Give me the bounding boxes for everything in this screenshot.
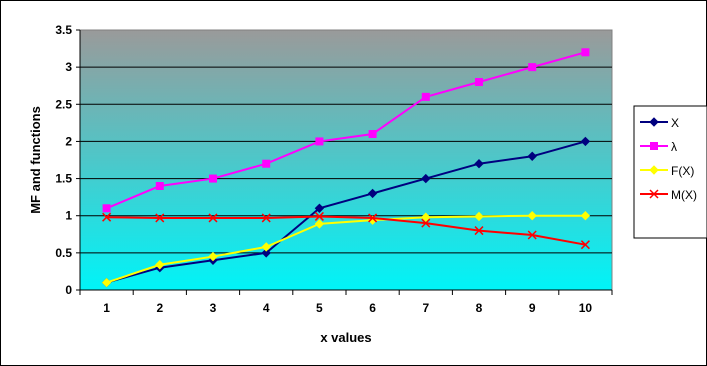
data-point — [527, 230, 537, 240]
data-point — [421, 173, 431, 184]
x-tick-label: 5 — [316, 301, 323, 315]
data-point — [314, 219, 325, 229]
data-point — [155, 260, 165, 270]
gridlines — [80, 66, 612, 254]
data-point — [475, 78, 483, 86]
y-axis-ticks: 0 0.5 1 1.5 2 2.5 3 3.5 — [55, 23, 81, 297]
data-point — [474, 226, 484, 236]
x-tick-label: 1 — [103, 301, 110, 315]
y-tick-label: 1.5 — [55, 172, 72, 186]
legend-marker — [649, 117, 659, 127]
data-point — [421, 212, 431, 222]
y-tick-label: 3.5 — [55, 23, 72, 37]
data-point — [314, 203, 325, 213]
y-tick-label: 3 — [65, 60, 72, 74]
data-point — [581, 48, 590, 57]
data-point — [368, 130, 377, 138]
legend-item: F(X) — [640, 164, 694, 178]
data-point — [262, 159, 271, 168]
data-point — [261, 242, 271, 252]
data-point — [102, 204, 111, 213]
x-tick-label: 2 — [156, 301, 163, 315]
data-point — [102, 212, 112, 222]
data-point — [527, 211, 537, 221]
data-point — [580, 136, 591, 147]
data-point — [155, 182, 164, 190]
legend-item: X — [640, 116, 679, 130]
legend-item: λ — [640, 140, 677, 154]
x-tick-label: 4 — [263, 301, 270, 315]
series-4 — [102, 211, 590, 250]
data-point — [208, 251, 218, 262]
legend-box — [633, 105, 707, 239]
y-tick-label: 0.5 — [55, 246, 72, 260]
data-point — [209, 174, 217, 183]
data-point — [101, 277, 112, 288]
data-point — [314, 211, 324, 221]
data-point — [367, 188, 378, 199]
series-line — [106, 214, 586, 284]
plot-area — [79, 29, 613, 291]
legend-label: F(X) — [671, 164, 694, 178]
data-point — [368, 213, 378, 223]
x-tick-label: 6 — [369, 301, 376, 315]
y-tick-label: 0 — [65, 283, 72, 297]
y-tick-label: 2 — [65, 134, 72, 148]
legend-marker — [649, 165, 659, 175]
x-tick-label: 9 — [529, 301, 536, 315]
legend-label: M(X) — [671, 188, 697, 202]
x-axis-title: x values — [320, 330, 371, 345]
legend-label: λ — [671, 140, 677, 154]
y-axis-title: MF and functions — [28, 106, 43, 214]
data-point — [421, 92, 430, 101]
data-point — [261, 213, 271, 223]
series-line — [106, 140, 586, 284]
series-line — [106, 215, 586, 246]
y-tick-label: 2.5 — [55, 97, 72, 111]
data-point — [527, 151, 537, 161]
data-point — [580, 240, 590, 250]
x-tick-label: 3 — [210, 301, 217, 315]
data-point — [580, 211, 591, 221]
x-tick-label: 7 — [422, 301, 429, 315]
legend-item: M(X) — [640, 188, 697, 202]
series-group — [101, 48, 591, 288]
data-point — [474, 159, 484, 169]
legend: Xλ F(X) M(X) — [640, 116, 697, 202]
series-line — [106, 51, 586, 210]
data-point — [155, 213, 165, 223]
data-point — [474, 211, 484, 222]
legend-marker — [649, 189, 659, 199]
x-tick-label: 10 — [579, 301, 593, 315]
data-point — [261, 248, 271, 258]
data-point — [421, 218, 431, 228]
legend-marker — [650, 142, 658, 150]
data-point — [528, 63, 537, 72]
data-point — [315, 137, 324, 146]
y-tick-label: 1 — [65, 209, 72, 223]
data-point — [208, 213, 218, 223]
series-2 — [102, 48, 590, 213]
legend-label: X — [671, 116, 679, 130]
x-tick-label: 8 — [476, 301, 483, 315]
x-axis-ticks: 1 2 3 4 5 6 7 8 9 10 — [79, 289, 613, 315]
series-3 — [101, 211, 591, 288]
